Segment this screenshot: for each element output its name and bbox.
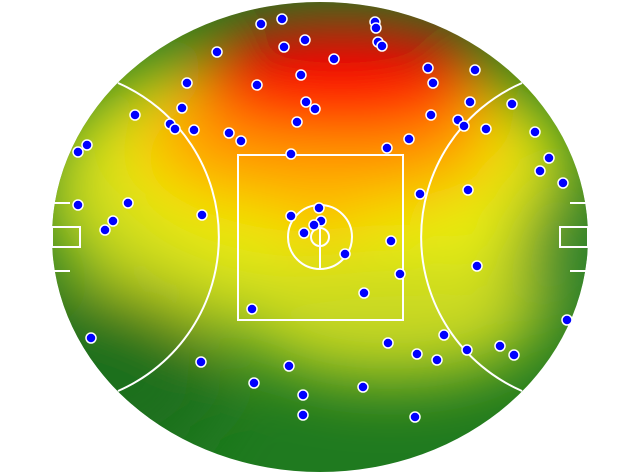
point [543, 152, 555, 164]
point [107, 215, 119, 227]
point [211, 46, 223, 58]
point [469, 64, 481, 76]
point [72, 146, 84, 158]
point [278, 41, 290, 53]
point [246, 303, 258, 315]
point [181, 77, 193, 89]
point [382, 337, 394, 349]
point [299, 34, 311, 46]
point [251, 79, 263, 91]
point [506, 98, 518, 110]
field-markings [51, 82, 589, 392]
point [425, 109, 437, 121]
point [422, 62, 434, 74]
point [235, 135, 247, 147]
point [458, 120, 470, 132]
points [72, 13, 573, 423]
point [431, 354, 443, 366]
point [403, 133, 415, 145]
point [381, 142, 393, 154]
point [223, 127, 235, 139]
point [370, 22, 382, 34]
point [297, 409, 309, 421]
point [295, 69, 307, 81]
point [72, 199, 84, 211]
point [276, 13, 288, 25]
point [188, 124, 200, 136]
point [438, 329, 450, 341]
point [385, 235, 397, 247]
point [508, 349, 520, 361]
point [411, 348, 423, 360]
point [298, 227, 310, 239]
point [480, 123, 492, 135]
point [122, 197, 134, 209]
point [376, 40, 388, 52]
point [427, 77, 439, 89]
point [494, 340, 506, 352]
point [414, 188, 426, 200]
point [328, 53, 340, 65]
point [313, 202, 325, 214]
point [394, 268, 406, 280]
point [309, 103, 321, 115]
point [169, 123, 181, 135]
point [534, 165, 546, 177]
point [285, 148, 297, 160]
point [339, 248, 351, 260]
point [471, 260, 483, 272]
point [195, 356, 207, 368]
point [464, 96, 476, 108]
point [300, 96, 312, 108]
point [357, 381, 369, 393]
point [255, 18, 267, 30]
point [557, 177, 569, 189]
point [99, 224, 111, 236]
point [129, 109, 141, 121]
point [358, 287, 370, 299]
point [409, 411, 421, 423]
point [248, 377, 260, 389]
point [529, 126, 541, 138]
point [285, 210, 297, 222]
point [85, 332, 97, 344]
point [81, 139, 93, 151]
point [176, 102, 188, 114]
point [462, 184, 474, 196]
point [308, 219, 320, 231]
point [291, 116, 303, 128]
point [196, 209, 208, 221]
point [461, 344, 473, 356]
point [283, 360, 295, 372]
point [561, 314, 573, 326]
point [297, 389, 309, 401]
